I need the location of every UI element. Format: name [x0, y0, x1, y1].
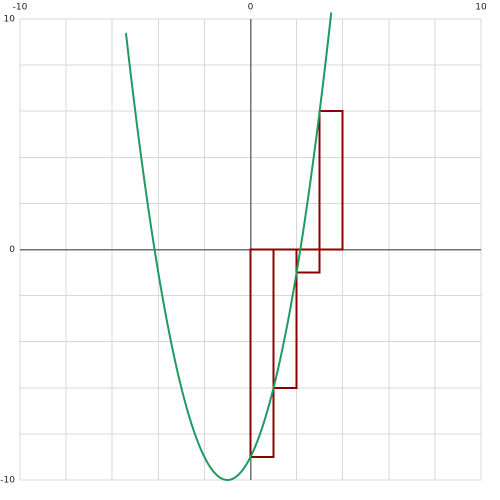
tick-labels-layer: -10 0 10 10 0 -10: [0, 3, 487, 486]
y-tick-label-0: 0: [9, 245, 15, 255]
y-tick-label-minus-10: -10: [0, 476, 15, 486]
y-tick-label-10: 10: [4, 15, 16, 25]
bar-2: [272, 248, 298, 389]
bars-layer: [249, 110, 344, 458]
bar-4: [318, 110, 344, 251]
parabola-series-line: [125, 12, 333, 481]
bar-3: [295, 248, 321, 274]
x-tick-label-10: 10: [475, 3, 487, 13]
x-tick-label-minus-10: -10: [13, 3, 28, 13]
curve-layer: [125, 12, 333, 481]
x-tick-label-0: 0: [248, 3, 254, 13]
